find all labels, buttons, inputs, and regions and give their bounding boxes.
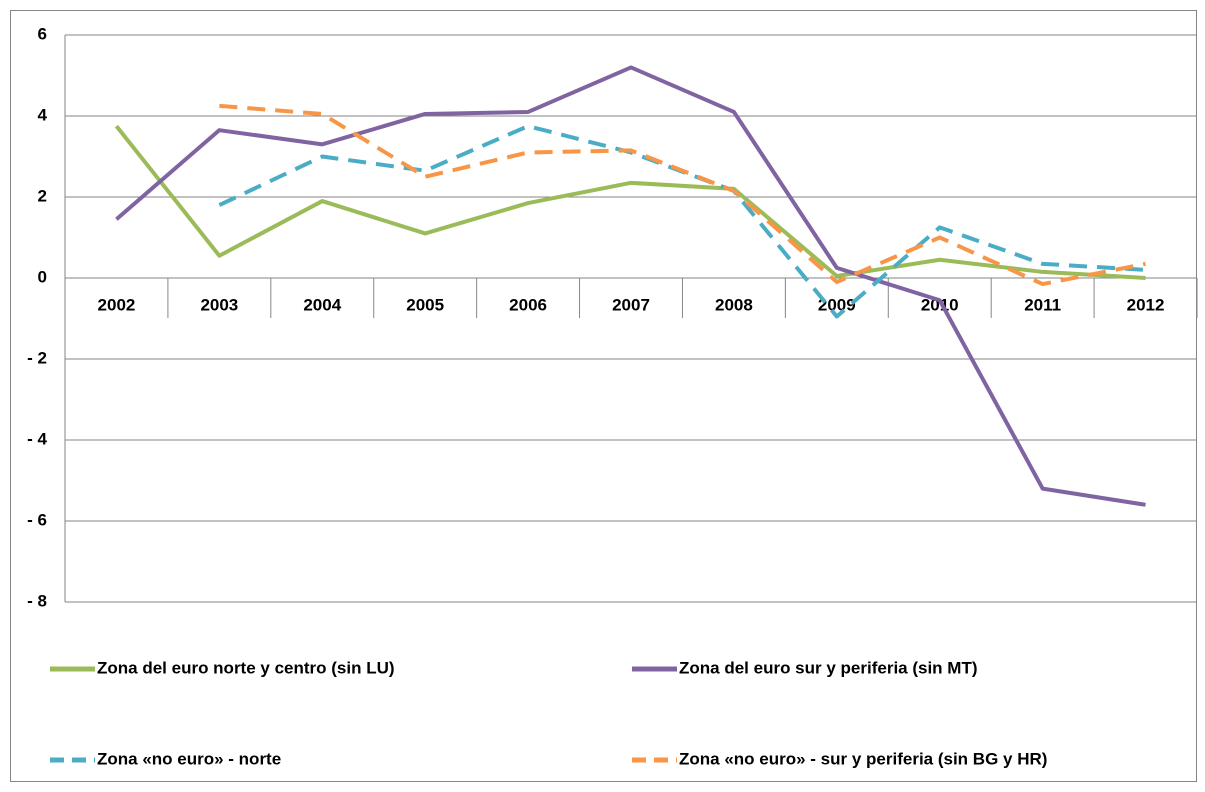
y-tick-label: 4 (38, 105, 48, 124)
legend-label: Zona del euro sur y periferia (sin MT) (679, 658, 978, 677)
x-tick-label: 2009 (818, 295, 856, 314)
x-tick-label: 2004 (303, 295, 341, 314)
series-line (219, 103, 1146, 287)
x-tick-label: 2006 (509, 295, 547, 314)
series-line (115, 65, 1146, 507)
y-tick-label: 6 (38, 24, 47, 43)
legend-label: Zona del euro norte y centro (sin LU) (97, 658, 395, 677)
legend-label: Zona «no euro» - sur y periferia (sin BG… (679, 749, 1047, 768)
x-tick-label: 2005 (406, 295, 444, 314)
y-tick-label: - 6 (27, 510, 47, 529)
x-tick-label: 2010 (921, 295, 959, 314)
y-tick-label: - 4 (27, 429, 47, 448)
x-tick-label: 2011 (1024, 295, 1061, 314)
x-tick-label: 2002 (98, 295, 136, 314)
x-tick-label: 2003 (200, 295, 238, 314)
x-tick-label: 2008 (715, 295, 753, 314)
legend-label: Zona «no euro» - norte (97, 749, 281, 768)
series-line (114, 124, 1146, 280)
y-tick-label: 0 (38, 267, 47, 286)
x-tick-label: 2007 (612, 295, 650, 314)
x-tick-label: 2012 (1127, 295, 1165, 314)
y-tick-label: - 2 (27, 348, 47, 367)
y-tick-label: 2 (38, 186, 47, 205)
y-tick-label: - 8 (27, 591, 47, 610)
